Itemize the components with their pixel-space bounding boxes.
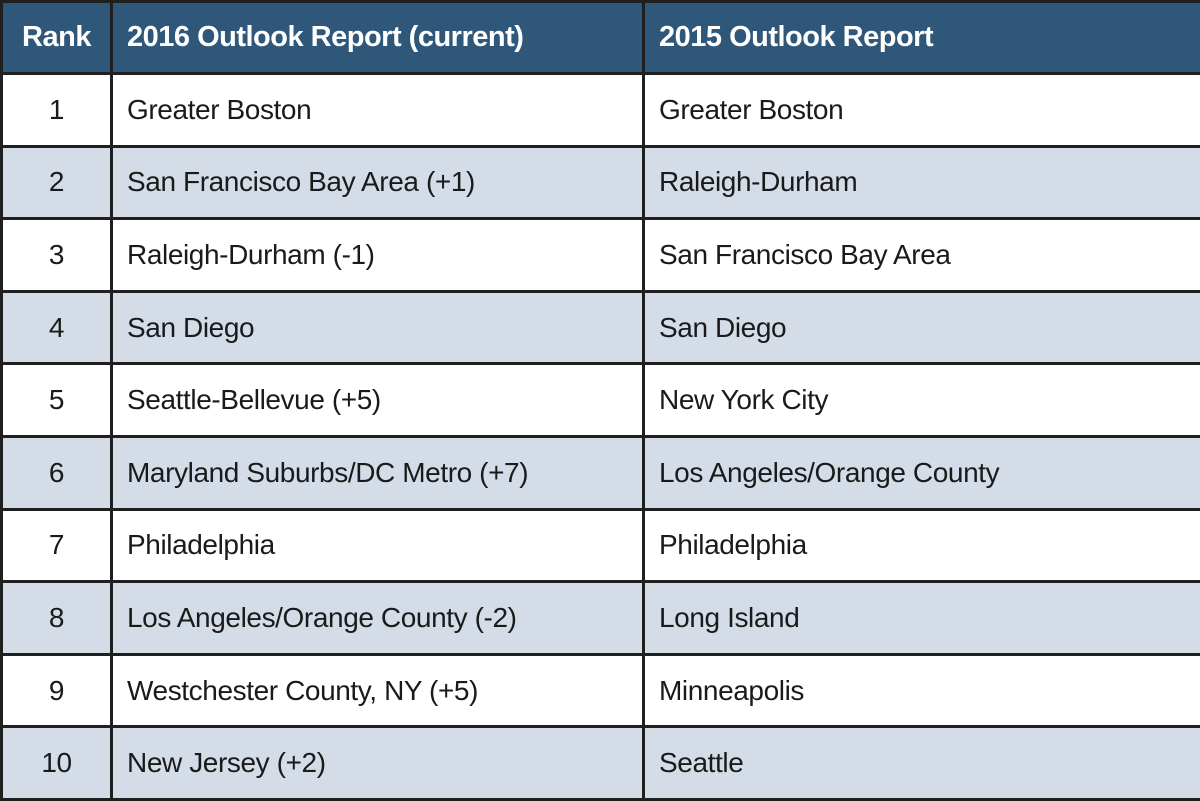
table-row: 10 New Jersey (+2) Seattle — [2, 727, 1200, 800]
rank-cell: 1 — [2, 74, 112, 147]
rank-column-header: Rank — [2, 2, 112, 74]
rank-cell: 10 — [2, 727, 112, 800]
outlook-2015-cell: Long Island — [644, 582, 1200, 655]
rank-cell: 5 — [2, 364, 112, 437]
outlook-2016-cell: San Diego — [112, 291, 644, 364]
table-row: 4 San Diego San Diego — [2, 291, 1200, 364]
outlook-2015-cell: Raleigh-Durham — [644, 146, 1200, 219]
outlook-2015-cell: New York City — [644, 364, 1200, 437]
outlook-2015-cell: Philadelphia — [644, 509, 1200, 582]
rank-cell: 2 — [2, 146, 112, 219]
rank-cell: 4 — [2, 291, 112, 364]
outlook-2015-cell: Seattle — [644, 727, 1200, 800]
outlook-2015-cell: San Diego — [644, 291, 1200, 364]
table-header-row: Rank 2016 Outlook Report (current) 2015 … — [2, 2, 1200, 74]
rank-cell: 3 — [2, 219, 112, 292]
table-row: 9 Westchester County, NY (+5) Minneapoli… — [2, 654, 1200, 727]
outlook-2016-cell: San Francisco Bay Area (+1) — [112, 146, 644, 219]
table-row: 3 Raleigh-Durham (-1) San Francisco Bay … — [2, 219, 1200, 292]
rank-cell: 6 — [2, 436, 112, 509]
outlook-2016-cell: Maryland Suburbs/DC Metro (+7) — [112, 436, 644, 509]
outlook-2016-cell: Raleigh-Durham (-1) — [112, 219, 644, 292]
outlook-2015-column-header: 2015 Outlook Report — [644, 2, 1200, 74]
table-row: 7 Philadelphia Philadelphia — [2, 509, 1200, 582]
rank-cell: 8 — [2, 582, 112, 655]
outlook-2015-cell: San Francisco Bay Area — [644, 219, 1200, 292]
table-row: 2 San Francisco Bay Area (+1) Raleigh-Du… — [2, 146, 1200, 219]
outlook-2016-cell: Philadelphia — [112, 509, 644, 582]
table-row: 6 Maryland Suburbs/DC Metro (+7) Los Ang… — [2, 436, 1200, 509]
rank-cell: 9 — [2, 654, 112, 727]
outlook-2016-cell: Los Angeles/Orange County (-2) — [112, 582, 644, 655]
outlook-2015-cell: Los Angeles/Orange County — [644, 436, 1200, 509]
outlook-2016-cell: Seattle-Bellevue (+5) — [112, 364, 644, 437]
table-row: 8 Los Angeles/Orange County (-2) Long Is… — [2, 582, 1200, 655]
outlook-2015-cell: Minneapolis — [644, 654, 1200, 727]
outlook-2016-column-header: 2016 Outlook Report (current) — [112, 2, 644, 74]
rank-cell: 7 — [2, 509, 112, 582]
outlook-2015-cell: Greater Boston — [644, 74, 1200, 147]
table-row: 5 Seattle-Bellevue (+5) New York City — [2, 364, 1200, 437]
outlook-2016-cell: Greater Boston — [112, 74, 644, 147]
table-row: 1 Greater Boston Greater Boston — [2, 74, 1200, 147]
outlook-2016-cell: Westchester County, NY (+5) — [112, 654, 644, 727]
outlook-2016-cell: New Jersey (+2) — [112, 727, 644, 800]
